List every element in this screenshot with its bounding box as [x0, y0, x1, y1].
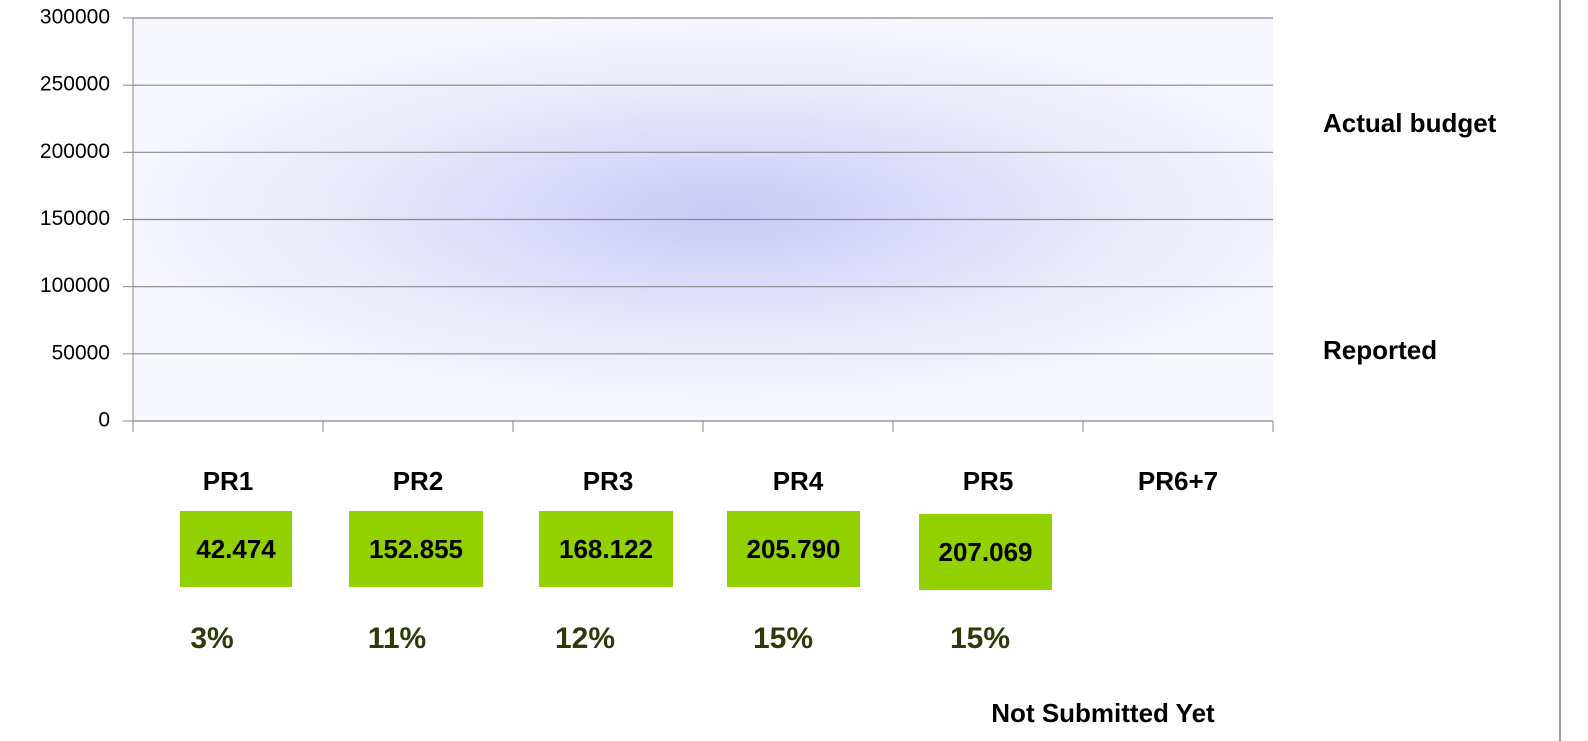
y-tick-label: 300000 — [40, 6, 110, 29]
value-label: 152.855 — [369, 534, 463, 564]
y-tick-label: 150000 — [40, 207, 110, 230]
percent-label: 3% — [190, 622, 233, 655]
value-box — [180, 511, 292, 587]
percent-label: 15% — [753, 622, 813, 655]
value-label: 205.790 — [747, 534, 841, 564]
value-box — [349, 511, 483, 587]
x-tick-label: PR4 — [773, 466, 824, 496]
x-tick-label: PR1 — [203, 466, 254, 496]
percent-label: 11% — [368, 622, 426, 655]
y-tick-label: 100000 — [40, 274, 110, 297]
x-tick-label: PR3 — [583, 466, 634, 496]
value-label: 168.122 — [559, 534, 653, 564]
y-tick-label: 0 — [98, 409, 110, 432]
value-label: 42.474 — [196, 534, 276, 564]
x-tick-label: PR6+7 — [1138, 466, 1218, 496]
value-box — [727, 511, 860, 587]
y-tick-label: 50000 — [52, 341, 110, 364]
y-tick-label: 250000 — [40, 73, 110, 96]
side-label: Actual budget — [1323, 108, 1497, 138]
value-label: 207.069 — [939, 537, 1033, 567]
side-label: Reported — [1323, 335, 1437, 365]
x-tick-label: PR5 — [963, 466, 1014, 496]
note: Not Submitted Yet — [991, 698, 1215, 728]
value-box — [919, 514, 1052, 590]
x-tick-label: PR2 — [393, 466, 444, 496]
y-tick-label: 200000 — [40, 140, 110, 163]
value-box — [539, 511, 673, 587]
percent-label: 15% — [950, 622, 1010, 655]
percent-label: 12% — [555, 622, 615, 655]
